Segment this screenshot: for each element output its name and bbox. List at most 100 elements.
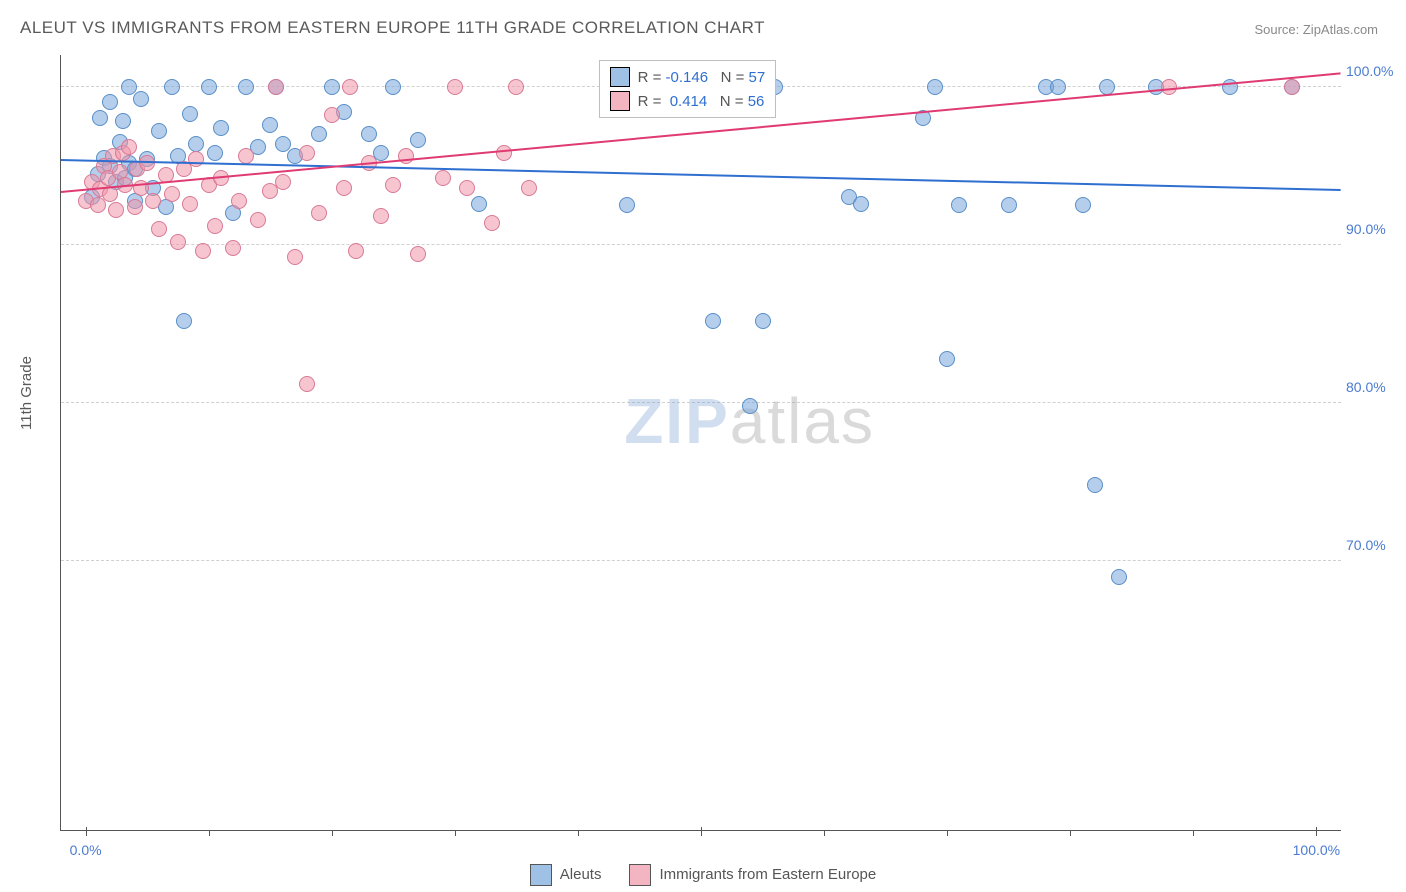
scatter-point-blue bbox=[742, 398, 758, 414]
scatter-point-pink bbox=[225, 240, 241, 256]
x-tick-mark bbox=[1070, 830, 1071, 836]
scatter-point-pink bbox=[127, 199, 143, 215]
stats-row: R = 0.414 N = 56 bbox=[600, 89, 776, 113]
x-tick-mark bbox=[701, 827, 702, 836]
x-tick-label: 0.0% bbox=[70, 842, 102, 858]
scatter-point-pink bbox=[170, 234, 186, 250]
scatter-point-pink bbox=[521, 180, 537, 196]
scatter-point-blue bbox=[311, 126, 327, 142]
scatter-point-blue bbox=[201, 79, 217, 95]
stats-r-label: R = bbox=[638, 69, 666, 86]
scatter-point-pink bbox=[435, 170, 451, 186]
scatter-point-blue bbox=[927, 79, 943, 95]
y-tick-label: 100.0% bbox=[1346, 63, 1401, 79]
scatter-point-blue bbox=[238, 79, 254, 95]
y-tick-label: 80.0% bbox=[1346, 379, 1401, 395]
scatter-point-blue bbox=[755, 313, 771, 329]
x-tick-mark bbox=[1193, 830, 1194, 836]
scatter-point-pink bbox=[508, 79, 524, 95]
scatter-chart: 70.0%80.0%90.0%100.0%0.0%100.0%ZIPatlasR… bbox=[60, 55, 1341, 831]
chart-title: ALEUT VS IMMIGRANTS FROM EASTERN EUROPE … bbox=[20, 18, 765, 38]
source-attribution: Source: ZipAtlas.com bbox=[1254, 22, 1378, 37]
scatter-point-pink bbox=[447, 79, 463, 95]
stats-swatch bbox=[610, 67, 630, 87]
scatter-point-blue bbox=[188, 136, 204, 152]
scatter-point-pink bbox=[182, 196, 198, 212]
scatter-point-pink bbox=[373, 208, 389, 224]
scatter-point-pink bbox=[268, 79, 284, 95]
y-tick-label: 70.0% bbox=[1346, 537, 1401, 553]
scatter-point-pink bbox=[311, 205, 327, 221]
stats-row: R = -0.146 N = 57 bbox=[600, 65, 776, 89]
scatter-point-blue bbox=[207, 145, 223, 161]
scatter-point-blue bbox=[133, 91, 149, 107]
scatter-point-pink bbox=[287, 249, 303, 265]
scatter-point-blue bbox=[1050, 79, 1066, 95]
scatter-point-pink bbox=[108, 202, 124, 218]
scatter-point-pink bbox=[324, 107, 340, 123]
scatter-point-blue bbox=[385, 79, 401, 95]
scatter-point-pink bbox=[410, 246, 426, 262]
scatter-point-blue bbox=[151, 123, 167, 139]
stats-n-value: 56 bbox=[748, 93, 765, 110]
scatter-point-pink bbox=[195, 243, 211, 259]
scatter-point-blue bbox=[262, 117, 278, 133]
scatter-point-blue bbox=[164, 79, 180, 95]
scatter-point-blue bbox=[176, 313, 192, 329]
gridline-h bbox=[61, 560, 1341, 561]
scatter-point-blue bbox=[410, 132, 426, 148]
scatter-point-pink bbox=[496, 145, 512, 161]
scatter-point-pink bbox=[238, 148, 254, 164]
scatter-point-pink bbox=[151, 221, 167, 237]
stats-swatch bbox=[610, 91, 630, 111]
scatter-point-pink bbox=[1161, 79, 1177, 95]
bottom-legend: Aleuts Immigrants from Eastern Europe bbox=[0, 864, 1406, 886]
x-tick-mark bbox=[947, 830, 948, 836]
x-tick-mark bbox=[455, 830, 456, 836]
scatter-point-blue bbox=[275, 136, 291, 152]
x-tick-mark bbox=[824, 830, 825, 836]
gridline-h bbox=[61, 244, 1341, 245]
scatter-point-pink bbox=[336, 180, 352, 196]
stats-r-value: -0.146 bbox=[666, 69, 709, 86]
scatter-point-pink bbox=[484, 215, 500, 231]
scatter-point-blue bbox=[951, 197, 967, 213]
scatter-point-pink bbox=[299, 376, 315, 392]
scatter-point-pink bbox=[145, 193, 161, 209]
scatter-point-pink bbox=[231, 193, 247, 209]
scatter-point-blue bbox=[115, 113, 131, 129]
legend-label: Aleuts bbox=[560, 866, 602, 883]
scatter-point-pink bbox=[398, 148, 414, 164]
scatter-point-blue bbox=[361, 126, 377, 142]
scatter-point-pink bbox=[250, 212, 266, 228]
stats-box: R = -0.146 N = 57R = 0.414 N = 56 bbox=[599, 60, 777, 118]
x-tick-label: 100.0% bbox=[1293, 842, 1340, 858]
scatter-point-pink bbox=[342, 79, 358, 95]
scatter-point-pink bbox=[188, 151, 204, 167]
scatter-point-pink bbox=[459, 180, 475, 196]
y-tick-label: 90.0% bbox=[1346, 221, 1401, 237]
stats-n-label: N = bbox=[707, 93, 747, 110]
gridline-h bbox=[61, 402, 1341, 403]
stats-r-value: 0.414 bbox=[666, 93, 708, 110]
x-tick-mark bbox=[578, 830, 579, 836]
scatter-point-pink bbox=[348, 243, 364, 259]
scatter-point-blue bbox=[92, 110, 108, 126]
scatter-point-pink bbox=[121, 139, 137, 155]
scatter-point-blue bbox=[1001, 197, 1017, 213]
x-tick-mark bbox=[332, 830, 333, 836]
scatter-point-pink bbox=[275, 174, 291, 190]
legend-item-aleuts: Aleuts bbox=[530, 864, 602, 886]
scatter-point-blue bbox=[1099, 79, 1115, 95]
legend-swatch-pink bbox=[629, 864, 651, 886]
scatter-point-blue bbox=[853, 196, 869, 212]
x-tick-mark bbox=[1316, 827, 1317, 836]
scatter-point-blue bbox=[619, 197, 635, 213]
scatter-point-blue bbox=[1111, 569, 1127, 585]
scatter-point-pink bbox=[299, 145, 315, 161]
scatter-point-pink bbox=[207, 218, 223, 234]
scatter-point-pink bbox=[385, 177, 401, 193]
scatter-point-blue bbox=[213, 120, 229, 136]
stats-r-label: R = bbox=[638, 93, 666, 110]
scatter-point-blue bbox=[121, 79, 137, 95]
